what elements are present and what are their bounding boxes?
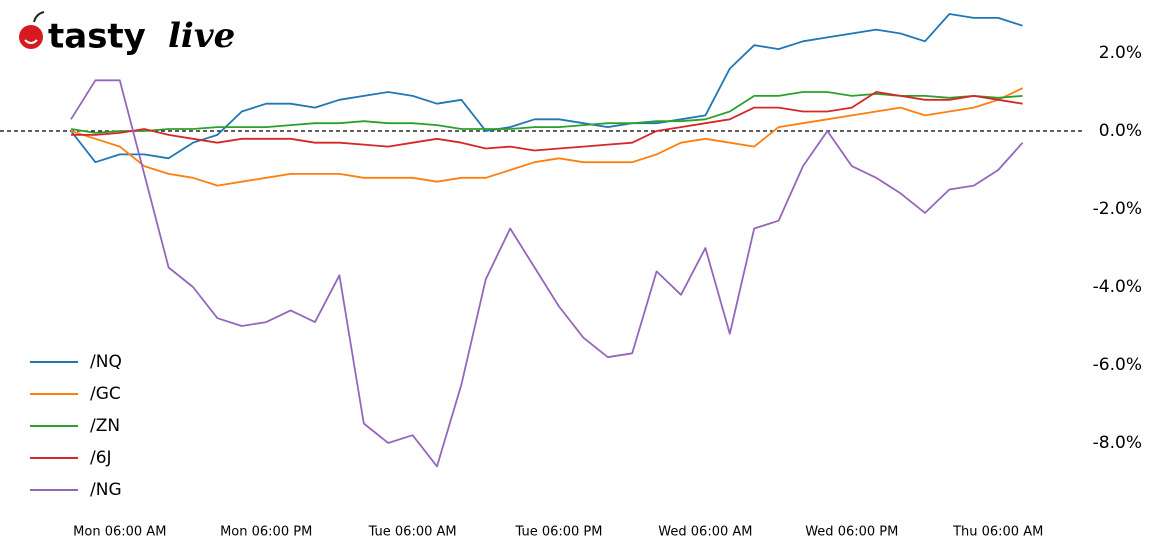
series-line	[70, 91, 1023, 134]
x-tick-label: Thu 06:00 AM	[952, 525, 1043, 540]
y-tick-label: -2.0%	[1093, 199, 1142, 219]
series-line	[70, 87, 1023, 187]
x-tick-label: Wed 06:00 AM	[658, 525, 752, 540]
x-tick-label: Mon 06:00 PM	[220, 525, 312, 540]
logo: tasty live	[19, 11, 235, 57]
y-tick-label: 2.0%	[1099, 43, 1142, 63]
x-tick-label: Mon 06:00 AM	[73, 525, 166, 540]
legend-label: /ZN	[90, 416, 120, 436]
y-tick-label: -8.0%	[1093, 433, 1142, 453]
legend-label: /NQ	[90, 352, 122, 372]
y-tick-label: 0.0%	[1099, 121, 1142, 141]
y-tick-label: -4.0%	[1093, 277, 1142, 297]
series-line	[70, 13, 1023, 164]
logo-tasty: tasty	[48, 17, 146, 57]
logo-live: live	[168, 16, 235, 56]
y-tick-label: -6.0%	[1093, 355, 1142, 375]
cherry-stem	[33, 11, 45, 23]
cherry-smile	[24, 39, 38, 44]
series-line	[70, 79, 1024, 468]
series-line	[71, 91, 1023, 152]
legend-label: /NG	[90, 480, 122, 500]
legend-label: /6J	[90, 448, 112, 468]
x-tick-label: Wed 06:00 PM	[805, 525, 898, 540]
cherry	[19, 25, 43, 49]
x-tick-label: Tue 06:00 AM	[368, 525, 457, 540]
x-tick-label: Tue 06:00 PM	[515, 525, 603, 540]
legend-label: /GC	[90, 384, 121, 404]
